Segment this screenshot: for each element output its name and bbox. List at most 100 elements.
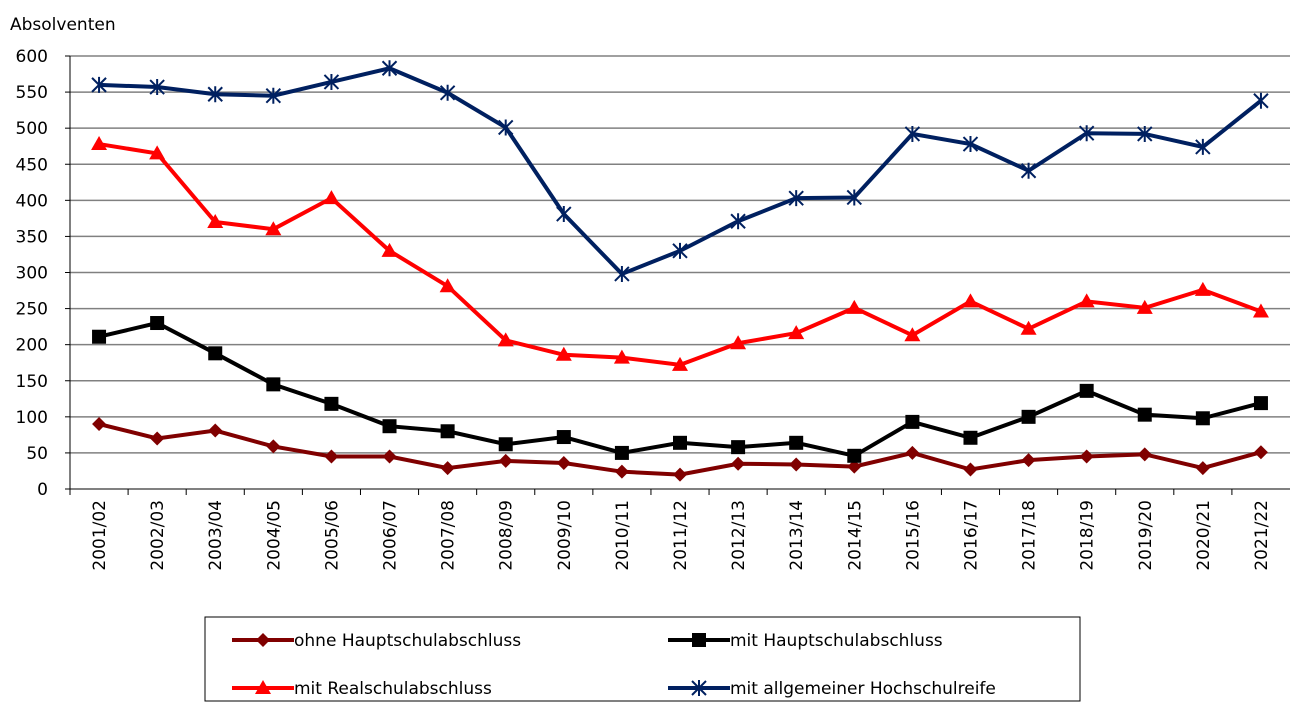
marker: [847, 459, 862, 474]
marker: [1194, 281, 1211, 296]
marker: [150, 431, 165, 446]
x-tick-label: 2019/20: [1136, 500, 1156, 571]
marker: [382, 419, 397, 434]
marker: [440, 461, 455, 476]
marker: [1021, 453, 1036, 468]
marker: [91, 136, 108, 151]
marker: [324, 396, 339, 411]
marker: [673, 435, 687, 450]
marker: [847, 448, 862, 463]
marker: [1079, 383, 1094, 398]
y-tick-label: 550: [16, 83, 48, 103]
marker: [92, 329, 107, 344]
y-tick-label: 400: [16, 191, 48, 211]
marker: [731, 456, 746, 471]
y-tick-label: 450: [16, 155, 48, 175]
marker: [1137, 407, 1152, 422]
marker: [1253, 396, 1268, 411]
marker: [1078, 293, 1095, 308]
x-tick-label: 2014/15: [845, 500, 865, 571]
marker: [904, 327, 921, 342]
x-tick-label: 2003/04: [206, 500, 226, 571]
marker: [614, 445, 629, 460]
marker: [92, 417, 107, 432]
y-tick-label: 200: [16, 336, 48, 356]
y-tick-label: 250: [16, 300, 48, 320]
legend-box: [204, 616, 1081, 702]
marker: [963, 462, 978, 477]
x-tick-label: 2002/03: [148, 500, 168, 571]
marker: [789, 457, 804, 472]
legend-marker: [255, 680, 271, 694]
x-tick-label: 2006/07: [381, 500, 401, 571]
marker: [789, 435, 804, 450]
y-tick-label: 500: [16, 119, 48, 139]
marker: [556, 430, 571, 445]
legend-label: mit Hauptschulabschluss: [730, 631, 943, 651]
x-tick-label: 2011/12: [671, 500, 691, 571]
x-tick-label: 2009/10: [555, 500, 575, 571]
marker: [673, 467, 687, 482]
x-tick-label: 2010/11: [613, 500, 633, 571]
marker: [556, 456, 571, 471]
marker: [1078, 125, 1095, 142]
marker: [1020, 162, 1037, 179]
marker: [382, 449, 397, 464]
marker: [904, 125, 921, 142]
marker: [265, 87, 282, 104]
marker: [1137, 125, 1153, 142]
legend-marker: [692, 633, 706, 647]
marker: [1195, 411, 1210, 426]
x-tick-label: 2008/09: [497, 500, 517, 571]
marker: [1195, 461, 1210, 476]
legend-marker: [691, 680, 707, 696]
marker: [1136, 299, 1153, 314]
marker: [905, 414, 920, 429]
marker: [1253, 92, 1269, 109]
marker: [266, 377, 281, 392]
marker: [555, 346, 572, 361]
x-tick-label: 2016/17: [961, 500, 981, 571]
y-tick-label: 0: [37, 480, 48, 500]
marker: [91, 76, 107, 93]
marker: [149, 145, 166, 160]
marker: [730, 335, 747, 350]
x-tick-label: 2021/22: [1252, 500, 1272, 571]
marker: [439, 84, 456, 101]
marker: [614, 464, 629, 479]
x-tick-label: 2004/05: [264, 500, 284, 571]
marker: [846, 189, 862, 206]
legend-label: ohne Hauptschulabschluss: [294, 631, 521, 651]
marker: [207, 213, 224, 228]
marker: [439, 278, 456, 293]
x-tick-label: 2007/08: [439, 500, 459, 571]
y-tick-label: 350: [16, 227, 48, 247]
marker: [498, 453, 513, 468]
marker: [381, 60, 398, 77]
marker: [963, 430, 978, 445]
marker: [1195, 138, 1211, 155]
marker: [323, 73, 340, 90]
y-axis-title: Absolventen: [10, 15, 116, 35]
marker: [788, 325, 805, 340]
marker: [440, 424, 455, 439]
marker: [672, 242, 688, 259]
marker: [672, 356, 688, 371]
y-tick-label: 300: [16, 264, 48, 284]
marker: [150, 316, 165, 331]
marker: [613, 349, 630, 364]
y-tick-label: 150: [16, 372, 48, 392]
x-tick-label: 2005/06: [322, 500, 342, 571]
marker: [207, 86, 223, 103]
marker: [846, 299, 863, 314]
marker: [788, 190, 804, 207]
marker: [149, 79, 165, 96]
x-tick-label: 2017/18: [1020, 500, 1040, 571]
x-tick-label: 2015/16: [903, 500, 923, 571]
marker: [381, 242, 398, 257]
marker: [265, 221, 282, 236]
marker: [962, 293, 979, 308]
x-tick-label: 2001/02: [90, 500, 110, 571]
